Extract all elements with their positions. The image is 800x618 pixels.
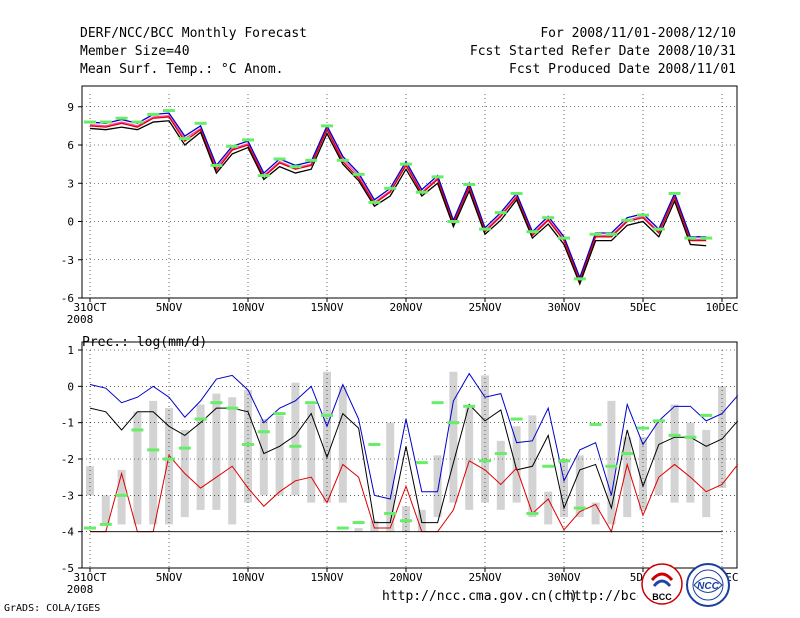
member-size: Member Size=40	[80, 44, 190, 59]
y-tick-label: -3	[61, 489, 74, 502]
x-tick-label: 25NOV	[468, 301, 501, 314]
y-tick-label: 9	[67, 101, 74, 114]
ncc-url-link[interactable]: http://ncc.cma.gov.cn(ch)	[382, 589, 578, 604]
range-bar	[575, 455, 584, 518]
y-tick-label: 0	[67, 380, 74, 393]
range-bar	[560, 459, 568, 518]
ncc-logo: NCC	[684, 562, 732, 612]
range-bar	[481, 375, 489, 503]
series-line-upper	[89, 112, 707, 280]
range-bar	[465, 408, 474, 510]
range-bar	[386, 422, 395, 532]
forecast-produced: Fcst Produced Date 2008/11/01	[509, 62, 736, 77]
x-tick-label: 20NOV	[389, 571, 422, 584]
x-tick-label: 31OCT	[73, 301, 106, 314]
x-year-label: 2008	[67, 313, 94, 326]
y-tick-label: -6	[61, 292, 74, 305]
range-bar	[228, 397, 237, 525]
range-bar	[307, 404, 316, 503]
y-tick-label: -2	[61, 453, 74, 466]
x-tick-label: 20NOV	[389, 301, 422, 314]
range-bar	[718, 386, 726, 489]
plot-frame	[81, 341, 738, 569]
ncc-logo-text: NCC	[697, 581, 719, 592]
range-bar	[323, 371, 331, 503]
range-bar	[433, 455, 442, 518]
bcc-url-link[interactable]: http://bcc.cma.gov.cn(en)	[566, 589, 638, 604]
y-tick-label: -1	[61, 417, 74, 430]
plot-frame	[81, 85, 738, 299]
variable-label: Mean Surf. Temp.: °C Anom.	[80, 62, 284, 77]
x-tick-label: 30NOV	[547, 571, 580, 584]
prec-panel	[78, 341, 739, 572]
range-bar	[607, 400, 616, 525]
x-tick-label: 15NOV	[310, 301, 343, 314]
range-bar	[544, 491, 553, 525]
range-bar	[196, 404, 205, 510]
series-line-upper	[89, 372, 739, 500]
y-tick-label: -5	[61, 562, 74, 575]
y-tick-label: 3	[67, 177, 74, 190]
range-bar	[496, 440, 505, 510]
y-tick-label: -4	[61, 526, 75, 539]
x-tick-label: 30NOV	[547, 301, 580, 314]
series-line-lower	[90, 454, 739, 534]
range-bar	[212, 393, 221, 510]
x-tick-label: 25NOV	[468, 571, 501, 584]
x-tick-label: 10NOV	[231, 571, 264, 584]
range-bar	[354, 528, 363, 532]
precip-title: Prec.: log(mm/d)	[82, 335, 207, 350]
x-tick-label: 5NOV	[156, 301, 183, 314]
range-bar	[623, 437, 632, 518]
temp-panel	[78, 85, 738, 302]
x-tick-label: 15NOV	[310, 571, 343, 584]
range-bar	[117, 469, 126, 525]
range-bar	[133, 411, 142, 525]
range-bar	[291, 382, 300, 496]
y-tick-label: 1	[67, 344, 74, 357]
grads-credit: GrADS: COLA/IGES	[4, 603, 101, 614]
bcc-logo-text: BCC	[652, 592, 672, 602]
y-tick-label: 6	[67, 139, 74, 152]
bcc-logo: BCC	[640, 562, 684, 610]
range-bar	[259, 419, 268, 496]
range-bar	[86, 466, 94, 496]
range-bar	[370, 520, 379, 532]
y-tick-label: 0	[67, 216, 74, 229]
range-bar	[101, 495, 110, 525]
x-tick-label: 10NOV	[231, 301, 264, 314]
range-bar	[639, 437, 647, 510]
forecast-started: Fcst Started Refer Date 2008/10/31	[469, 44, 736, 59]
series-line-mean	[89, 403, 739, 524]
x-tick-label: 5DEC	[630, 301, 657, 314]
x-year-label: 2008	[67, 583, 94, 596]
range-bar	[149, 400, 158, 525]
x-tick-label: 31OCT	[73, 571, 106, 584]
series-line-lower	[89, 120, 707, 286]
range-bar	[702, 429, 711, 518]
range-bar	[512, 426, 521, 503]
range-bar	[338, 386, 347, 503]
y-tick-label: -3	[61, 254, 74, 267]
range-bar	[275, 415, 284, 496]
range-bar	[591, 502, 600, 525]
x-tick-label: 10DEC	[705, 301, 738, 314]
range-bar	[449, 371, 458, 503]
series-line-mean	[89, 116, 707, 284]
chart-title: DERF/NCC/BCC Monthly Forecast	[80, 26, 307, 41]
x-tick-label: 5NOV	[156, 571, 183, 584]
range-bar	[686, 422, 695, 503]
forecast-period: For 2008/11/01-2008/12/10	[540, 26, 736, 41]
range-bar	[670, 404, 679, 503]
